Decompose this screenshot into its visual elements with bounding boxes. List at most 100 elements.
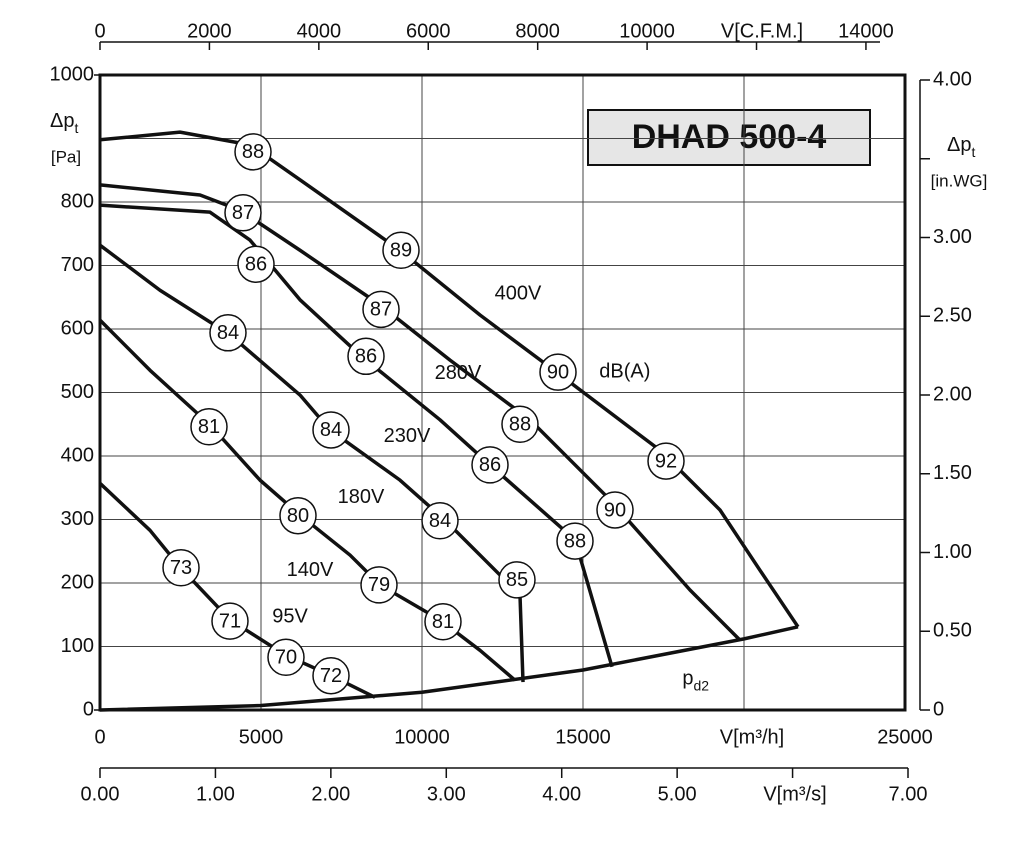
db-label: 81 xyxy=(432,611,454,633)
db-marker xyxy=(556,522,594,560)
x3-tick-label: 4.00 xyxy=(542,783,581,805)
db-marker xyxy=(224,194,262,232)
y2-tick-label: 2.50 xyxy=(933,305,972,327)
fan-curve xyxy=(98,318,517,682)
series-name: p xyxy=(682,668,693,690)
x-tick-label: 0 xyxy=(94,726,105,748)
db-label: 88 xyxy=(564,530,586,552)
db-label: 84 xyxy=(217,322,239,344)
db-label: 71 xyxy=(219,610,241,632)
db-marker xyxy=(279,496,317,535)
x2-tick-label: 0 xyxy=(94,20,105,42)
y2-tick-label: 0.50 xyxy=(933,620,972,642)
x2-tick-label: 6000 xyxy=(406,20,451,42)
x-tick-label: 10000 xyxy=(394,726,450,748)
x-tick-label: 5000 xyxy=(239,726,284,748)
series-name: 400V xyxy=(495,283,542,305)
series-label: 140V xyxy=(287,559,334,581)
db-marker xyxy=(267,638,305,677)
series-label: 180V xyxy=(338,486,385,508)
y-tick-label: 0 xyxy=(83,698,94,720)
series-name: 95V xyxy=(272,606,308,628)
db-label: 88 xyxy=(242,141,264,163)
y2-axis-unit: [in.WG] xyxy=(931,171,988,190)
fan-curve xyxy=(99,203,614,668)
y2-tick-label: 2.00 xyxy=(933,383,972,405)
series-label: 230V xyxy=(384,425,431,447)
db-label: 73 xyxy=(170,557,192,579)
db-label: 84 xyxy=(429,510,451,532)
db-marker xyxy=(190,408,228,446)
fan-curve xyxy=(99,130,800,628)
db-marker xyxy=(382,231,420,270)
db-label: 70 xyxy=(275,647,297,669)
series-label: 280V xyxy=(435,362,482,384)
y-label-main: Δp xyxy=(50,110,74,132)
series-name-sub: d2 xyxy=(693,677,709,693)
y-tick-label: 500 xyxy=(61,381,94,403)
y-tick-label: 100 xyxy=(61,635,94,657)
series-label: pd2 xyxy=(682,668,709,693)
series-name: 280V xyxy=(435,362,482,384)
y-tick-label: 600 xyxy=(61,317,94,339)
db-label: 90 xyxy=(547,361,569,383)
series-name: 230V xyxy=(384,425,431,447)
db-marker xyxy=(362,290,400,329)
x2-tick-label: 4000 xyxy=(297,20,342,42)
db-marker xyxy=(347,337,385,376)
db-label: 87 xyxy=(370,299,392,321)
y-tick-label: 300 xyxy=(61,508,94,530)
db-label: 87 xyxy=(232,202,254,224)
x2-tick-label: 2000 xyxy=(187,20,232,42)
db-label: 90 xyxy=(604,499,626,521)
db-marker xyxy=(162,549,200,587)
db-label: 79 xyxy=(368,574,390,596)
x3-tick-label: 5.00 xyxy=(658,783,697,805)
y-label-sub: t xyxy=(74,120,78,136)
fan-curve xyxy=(99,183,742,642)
db-marker xyxy=(234,133,272,171)
y2-tick-label: 1.50 xyxy=(933,462,972,484)
db-label: 86 xyxy=(245,254,267,276)
y-axis-label: Δpt xyxy=(50,110,78,135)
y2-tick-label: 3.00 xyxy=(933,226,972,248)
db-label: 88 xyxy=(509,414,531,436)
y-tick-label: 700 xyxy=(61,254,94,276)
x2-tick-label: 8000 xyxy=(515,20,560,42)
x3-tick-label: 1.00 xyxy=(196,783,235,805)
db-label: 86 xyxy=(479,454,501,476)
x3-tick-label: 0.00 xyxy=(81,783,120,805)
y2-tick-label: 1.00 xyxy=(933,541,972,563)
series-label: 95V xyxy=(272,606,308,628)
db-marker xyxy=(237,245,275,283)
db-label: 86 xyxy=(355,346,377,368)
x-axis-label: V[m³/h] xyxy=(720,726,784,748)
db-marker xyxy=(211,602,249,640)
db-marker xyxy=(209,314,247,352)
y2-tick-label: 0 xyxy=(933,698,944,720)
x2-axis-label: V[C.F.M.] xyxy=(721,20,803,42)
plot-frame xyxy=(98,73,907,712)
db-marker xyxy=(312,656,350,695)
x2-tick-label: 14000 xyxy=(838,20,894,42)
db-label: 81 xyxy=(198,416,220,438)
note: dB(A) xyxy=(599,360,650,382)
y2-tick-label: 4.00 xyxy=(933,68,972,90)
db-marker xyxy=(424,602,462,641)
y-axis-unit: [Pa] xyxy=(51,147,81,166)
db-label: 85 xyxy=(506,569,528,591)
db-marker xyxy=(539,353,577,391)
x3-tick-label: 7.00 xyxy=(889,783,928,805)
series-name: 140V xyxy=(287,559,334,581)
db-marker xyxy=(360,566,398,604)
x2-tick-label: 10000 xyxy=(619,20,675,42)
db-label: 84 xyxy=(320,419,342,441)
y-tick-label: 800 xyxy=(61,190,94,212)
db-marker xyxy=(471,446,509,484)
chart-title: DHAD 500-4 xyxy=(632,118,827,156)
x3-tick-label: 2.00 xyxy=(311,783,350,805)
series-name: 180V xyxy=(338,486,385,508)
x3-axis-label: V[m³/s] xyxy=(763,783,826,805)
